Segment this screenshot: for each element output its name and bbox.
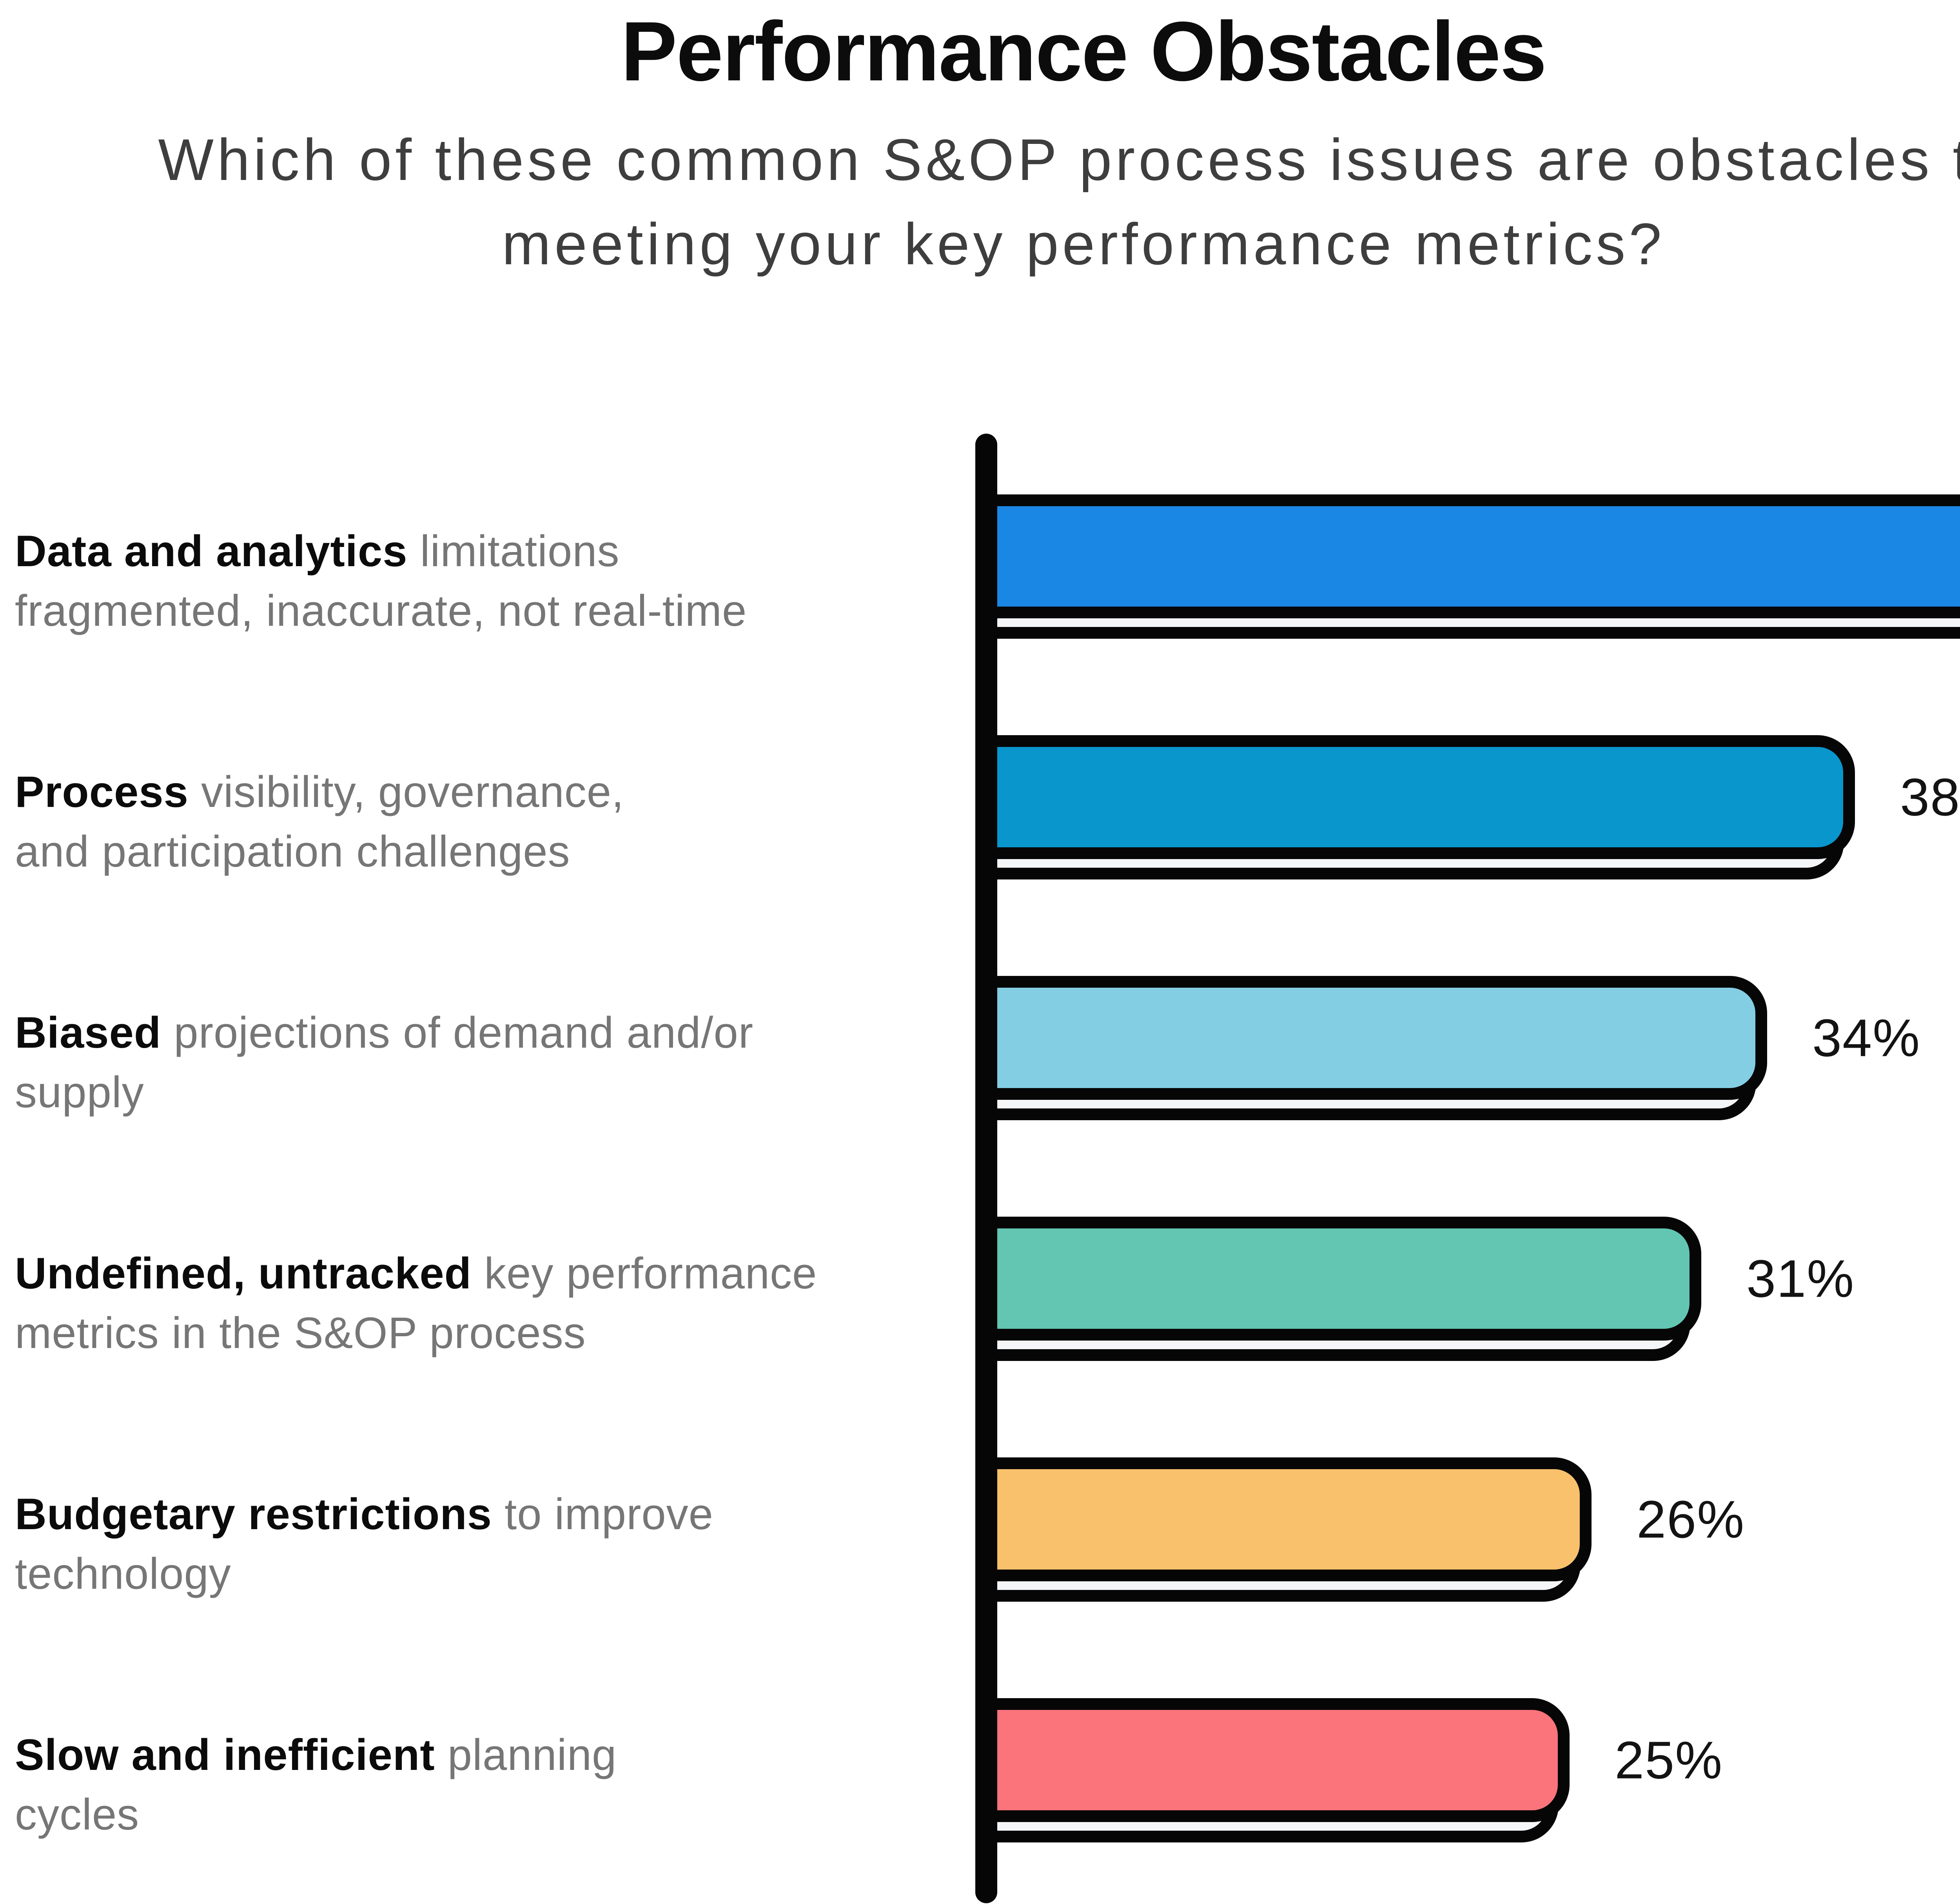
bar: [997, 1698, 1570, 1822]
value-label: 38%: [1900, 767, 1960, 827]
bar-chart: Data and analytics limitations fragmente…: [0, 434, 1960, 1904]
category-label-gray: key performance: [484, 1249, 817, 1298]
category-label-line2: cycles: [15, 1790, 140, 1839]
category-label-gray: limitations: [420, 527, 620, 576]
chart-subtitle-line1: Which of these common S&OP process issue…: [158, 127, 1960, 193]
bar: [997, 1457, 1592, 1581]
chart-row: Slow and inefficient planning cycles 25%: [0, 1650, 1960, 1891]
chart-row: Biased projections of demand and/or supp…: [0, 928, 1960, 1168]
category-label: Process visibility, governance, and part…: [15, 762, 948, 881]
category-label-line2: and participation challenges: [15, 827, 570, 876]
category-label: Undefined, untracked key performance met…: [15, 1244, 948, 1363]
category-label-line1: Budgetary restrictions to improve: [15, 1484, 948, 1544]
category-label-line2: fragmented, inaccurate, not real-time: [15, 586, 747, 635]
category-label-line1: Biased projections of demand and/or: [15, 1003, 948, 1063]
chart-row: Data and analytics limitations fragmente…: [0, 446, 1960, 687]
category-label-gray: to improve: [505, 1490, 713, 1539]
value-label: 31%: [1746, 1249, 1855, 1308]
chart-subtitle-line2: meeting your key performance metrics?: [502, 211, 1665, 277]
chart-title: Performance Obstacles: [621, 4, 1547, 98]
bar-rows: Data and analytics limitations fragmente…: [0, 446, 1960, 1891]
chart-row: Process visibility, governance, and part…: [0, 687, 1960, 928]
category-label-bold: Budgetary restrictions: [15, 1490, 505, 1539]
category-label: Data and analytics limitations fragmente…: [15, 521, 948, 641]
category-label-line1: Slow and inefficient planning: [15, 1725, 948, 1785]
category-label-line2: technology: [15, 1549, 231, 1598]
category-label-bold: Process: [15, 767, 201, 816]
chart-row: Budgetary restrictions to improve techno…: [0, 1409, 1960, 1650]
bar: [997, 735, 1855, 859]
category-label-bold: Undefined, untracked: [15, 1249, 485, 1298]
category-label: Budgetary restrictions to improve techno…: [15, 1484, 948, 1604]
category-label-gray: planning: [447, 1730, 617, 1779]
category-label-line1: Data and analytics limitations: [15, 521, 948, 581]
value-label: 26%: [1637, 1490, 1745, 1549]
category-label-bold: Data and analytics: [15, 527, 420, 576]
category-label-bold: Slow and inefficient: [15, 1730, 448, 1779]
category-label-gray: projections of demand and/or: [174, 1008, 754, 1057]
category-label: Slow and inefficient planning cycles: [15, 1725, 948, 1844]
bar: [997, 1217, 1701, 1341]
category-label-line2: metrics in the S&OP process: [15, 1308, 586, 1357]
chart-subtitle: Which of these common S&OP process issue…: [0, 118, 1960, 286]
category-label-gray: visibility, governance,: [201, 767, 624, 816]
category-label: Biased projections of demand and/or supp…: [15, 1003, 948, 1122]
category-label-line2: supply: [15, 1068, 144, 1117]
y-axis-line: [975, 434, 997, 1903]
category-label-line1: Undefined, untracked key performance: [15, 1244, 948, 1303]
bar: [997, 494, 1960, 618]
value-label: 25%: [1615, 1730, 1723, 1790]
category-label-line1: Process visibility, governance,: [15, 762, 948, 822]
bar: [997, 976, 1767, 1100]
category-label-bold: Biased: [15, 1008, 174, 1057]
value-label: 34%: [1812, 1008, 1921, 1068]
chart-row: Undefined, untracked key performance met…: [0, 1168, 1960, 1409]
